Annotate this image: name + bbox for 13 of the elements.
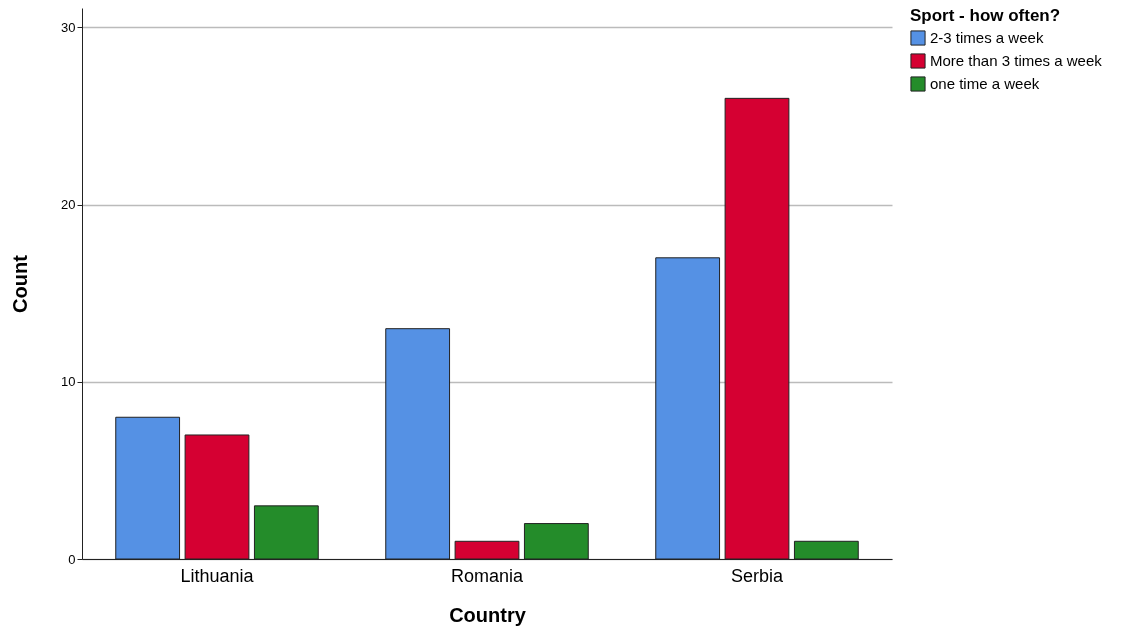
y-tick-label: 30 [61, 19, 76, 35]
y-tick-label: 0 [68, 551, 76, 567]
x-tick-label: Lithuania [180, 565, 255, 586]
x-tick-label: Serbia [730, 565, 784, 586]
x-tick-label: Romania [450, 565, 524, 586]
legend-label: one time a week [930, 75, 1040, 92]
y-tick-label: 10 [61, 374, 76, 390]
legend-label: More than 3 times a week [930, 52, 1103, 69]
y-axis-title: Count [9, 254, 32, 313]
y-tick-label: 20 [61, 197, 76, 213]
legend-title: Sport - how often? [910, 6, 1061, 25]
x-axis-title: Country [449, 603, 527, 626]
legend-label: 2-3 times a week [930, 29, 1044, 46]
